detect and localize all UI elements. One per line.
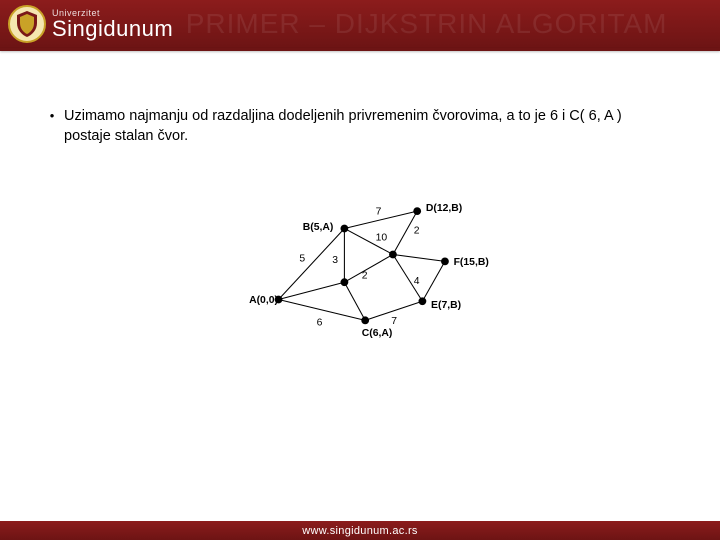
bullet-item: • Uzimamo najmanju od razdaljina dodelje… — [40, 107, 680, 146]
header-bar: Univerzitet Singidunum PRIMER – DIJKSTRI… — [0, 0, 720, 48]
logo-title: Singidunum — [52, 18, 173, 40]
edge-weight: 5 — [299, 254, 305, 265]
graph-node — [441, 258, 449, 266]
graph-edge — [393, 255, 445, 262]
footer-url: www.singidunum.ac.rs — [302, 525, 417, 537]
graph-node — [413, 207, 421, 215]
node-label: B(5,A) — [303, 222, 334, 233]
logo-subtitle: Univerzitet — [52, 9, 173, 18]
graph-node — [419, 297, 427, 305]
graph-node — [341, 278, 349, 286]
graph-edge — [344, 282, 365, 320]
edge-weight: 3 — [332, 255, 338, 266]
edge-weight: 6 — [317, 318, 323, 329]
edge-weight: 2 — [362, 271, 368, 282]
edge-weight: 7 — [391, 316, 397, 327]
logo-text: Univerzitet Singidunum — [52, 9, 173, 40]
edge-weight: 4 — [414, 276, 420, 287]
graph-edge — [344, 255, 393, 283]
node-label: C(6,A) — [362, 328, 393, 339]
footer-bar: www.singidunum.ac.rs — [0, 521, 720, 540]
paragraph-text: Uzimamo najmanju od razdaljina dodeljeni… — [64, 107, 664, 146]
edge-weight: 10 — [376, 233, 388, 244]
slide-ghost-title: PRIMER – DIJKSTRIN ALGORITAM — [173, 8, 720, 40]
graph-node — [389, 251, 397, 259]
node-label: A(0,0) — [249, 295, 278, 306]
node-label: D(12,B) — [426, 203, 462, 214]
graph-edge — [279, 282, 345, 299]
node-label: F(15,B) — [454, 257, 489, 268]
graph-node — [361, 317, 369, 325]
edge-weight: 7 — [376, 207, 382, 218]
graph-node — [341, 225, 349, 233]
graph-figure: 5 6 3 7 10 2 7 2 4 A(0,0) B(5,A) C(6,A) D(12,B) E(7,B… — [40, 188, 680, 353]
logo-seal-icon — [8, 5, 46, 43]
edge-weight: 2 — [414, 226, 420, 237]
graph-edge — [422, 262, 445, 302]
node-label: E(7,B) — [431, 300, 461, 311]
logo: Univerzitet Singidunum — [8, 5, 173, 43]
slide-content: • Uzimamo najmanju od razdaljina dodelje… — [0, 51, 720, 353]
bullet-marker: • — [40, 107, 64, 123]
